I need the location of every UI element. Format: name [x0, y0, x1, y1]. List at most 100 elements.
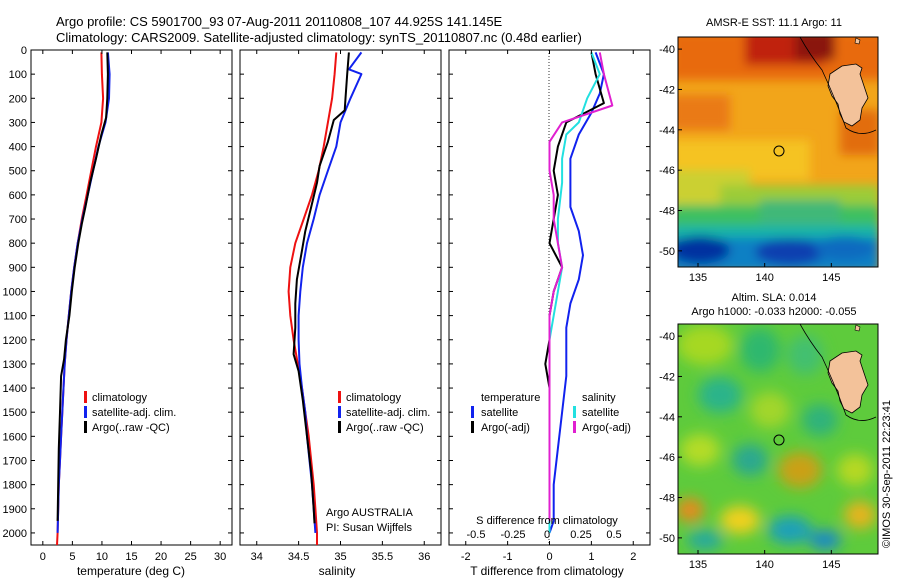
map-x-tick-label: 140 [755, 559, 773, 571]
depth-axis: 0 100 200 300 400 500 600 700 800 900 1000 1100 1200… [3, 45, 650, 540]
sst-map-title: AMSR-E SST: 11.1 Argo: 11 [706, 17, 842, 29]
temperature-series [56, 52, 111, 546]
x-tick-label: 30 [214, 551, 226, 563]
legend-climatology-swatch [338, 391, 341, 403]
s-difference-tick-label: -0.5 [467, 529, 486, 541]
difference-legend: temperature salinity satellite Argo(-adj… [471, 392, 631, 434]
sst-map-axes: 135 140 145 -40 -42 -44 -46 -48 -50 [659, 44, 840, 284]
map-x-tick-label: 145 [822, 272, 840, 284]
x-tick-label: 15 [125, 551, 137, 563]
depth-tick-label: 200 [9, 93, 27, 105]
difference-xlabel: T difference from climatology [470, 564, 624, 578]
salinity-panel-frame [239, 49, 442, 546]
legend-satellite-label: satellite-adj. clim. [346, 407, 430, 419]
map-y-tick-label: -40 [659, 331, 675, 343]
depth-tick-label: 1900 [3, 504, 27, 516]
legend-salinity-header: salinity [582, 392, 616, 404]
x-tick-label: 35.5 [372, 551, 393, 563]
depth-tick-label: 1400 [3, 383, 27, 395]
map-y-tick-label: -46 [659, 165, 675, 177]
sla-map-title: Altim. SLA: 0.014 [732, 292, 817, 304]
legend-climatology-label: climatology [346, 392, 402, 404]
x-tick-label: -1 [503, 551, 513, 563]
depth-tick-label: 2000 [3, 528, 27, 540]
depth-tick-label: 1600 [3, 431, 27, 443]
x-tick-label: 2 [630, 551, 636, 563]
s-difference-tick-label: 0 [544, 529, 550, 541]
depth-tick-label: 700 [9, 214, 27, 226]
imos-watermark: ©IMOS 30-Sep-2011 22:23:41 [881, 400, 893, 548]
depth-tick-label: 300 [9, 117, 27, 129]
series-line-climatology [287, 52, 338, 545]
s-difference-tick-label: -0.25 [500, 529, 525, 541]
x-tick-label: -2 [461, 551, 471, 563]
x-tick-label: 36 [418, 551, 430, 563]
legend-satellite-label: satellite-adj. clim. [92, 407, 176, 419]
legend-argo-label: Argo(..raw -QC) [346, 422, 424, 434]
profile-title: Argo profile: CS 5901700_93 07-Aug-2011 … [56, 14, 503, 29]
x-tick-label: 10 [96, 551, 108, 563]
legend-argo-label: Argo(..raw -QC) [92, 422, 170, 434]
s-difference-label: S difference from climatology [476, 515, 618, 527]
legend-argo-swatch [84, 421, 87, 433]
depth-tick-label: 500 [9, 166, 27, 178]
sla-map-image [678, 324, 878, 554]
temperature-legend: climatology satellite-adj. clim. Argo(..… [84, 391, 176, 434]
map-y-tick-label: -46 [659, 452, 675, 464]
map-y-tick-label: -48 [659, 206, 675, 218]
legend-climatology-swatch [84, 391, 87, 403]
x-tick-label: 34 [251, 551, 263, 563]
temperature-xlabel: temperature (deg C) [77, 564, 185, 578]
argo-program-label: Argo AUSTRALIA [326, 507, 413, 519]
s-difference-ticks: -0.5 -0.25 0 0.25 0.5 [467, 529, 622, 541]
argo-pi-label: PI: Susan Wijffels [326, 522, 412, 534]
map-x-tick-label: 135 [689, 559, 707, 571]
legend-t-satellite-label: satellite [481, 407, 518, 419]
legend-s-satellite-label: satellite [582, 407, 619, 419]
series-line-argo-raw-qc- [292, 52, 350, 524]
s-difference-tick-label: 0.5 [606, 529, 621, 541]
map-y-tick-label: -50 [659, 246, 675, 258]
difference-x-axis: -2 -1 0 1 2 [461, 50, 636, 563]
legend-satellite-swatch [338, 406, 341, 418]
legend-satellite-swatch [84, 406, 87, 418]
legend-t-satellite-swatch [471, 406, 474, 418]
sla-map-axes: 135 140 145 -40 -42 -44 -46 -48 -50 [659, 331, 840, 571]
sst-argo-marker [773, 145, 785, 157]
salinity-series [287, 51, 363, 545]
depth-tick-label: 100 [9, 69, 27, 81]
depth-tick-label: 1300 [3, 359, 27, 371]
depth-tick-label: 600 [9, 190, 27, 202]
depth-tick-label: 400 [9, 142, 27, 154]
map-y-tick-label: -50 [659, 533, 675, 545]
depth-tick-label: 1700 [3, 455, 27, 467]
legend-s-satellite-swatch [573, 406, 576, 418]
map-x-tick-label: 135 [689, 272, 707, 284]
x-tick-label: 20 [155, 551, 167, 563]
map-y-tick-label: -42 [659, 84, 675, 96]
temperature-x-axis: 0 5 10 15 20 25 30 [40, 50, 226, 563]
legend-t-argo-swatch [471, 421, 474, 433]
temperature-panel-frame [30, 49, 233, 546]
map-y-tick-label: -48 [659, 493, 675, 505]
depth-tick-label: 1800 [3, 480, 27, 492]
depth-tick-label: 900 [9, 262, 27, 274]
depth-tick-label: 0 [21, 45, 27, 57]
salinity-x-axis: 34 34.5 35 35.5 36 [251, 50, 430, 563]
map-y-tick-label: -40 [659, 44, 675, 56]
map-x-tick-label: 140 [755, 272, 773, 284]
difference-series [544, 52, 614, 534]
x-tick-label: 0 [546, 551, 552, 563]
map-y-tick-label: -42 [659, 371, 675, 383]
x-tick-label: 0 [40, 551, 46, 563]
legend-argo-swatch [338, 421, 341, 433]
s-difference-tick-label: 0.25 [570, 529, 591, 541]
legend-temperature-header: temperature [481, 392, 540, 404]
sst-map-image [678, 37, 878, 267]
sla-map-subtitle: Argo h1000: -0.033 h2000: -0.055 [691, 306, 856, 318]
climatology-title: Climatology: CARS2009. Satellite-adjuste… [56, 30, 582, 45]
salinity-legend: climatology satellite-adj. clim. Argo(..… [338, 391, 430, 434]
sla-map-frame [677, 323, 879, 555]
sla-argo-marker [773, 434, 785, 446]
